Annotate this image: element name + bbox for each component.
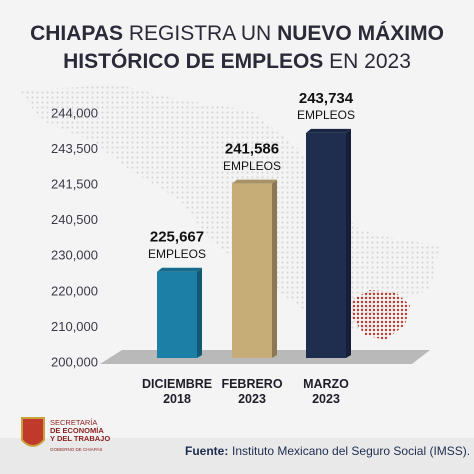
y-tick-label: 243,500	[51, 141, 98, 156]
y-tick-label: 244,000	[51, 105, 98, 120]
y-tick-label: 220,000	[51, 283, 98, 298]
unit-label: EMPLEOS	[148, 247, 206, 261]
title-part: REGISTRA UN	[123, 22, 277, 45]
bar-top	[306, 128, 351, 133]
logo-text: GOBIERNO DE CHIAPAS	[50, 447, 102, 452]
title-part: NUEVO MÁXIMO	[277, 22, 444, 45]
bar-side	[197, 267, 202, 358]
bar	[306, 132, 346, 358]
bar	[157, 271, 197, 358]
logo-text: DE ECONOMÍA	[50, 426, 104, 435]
y-tick-label: 200,000	[51, 354, 98, 369]
bar-top	[232, 179, 277, 184]
chiapas-map	[352, 290, 410, 340]
logo-text: SECRETARÍA	[50, 418, 97, 427]
unit-label: EMPLEOS	[297, 108, 355, 122]
bar	[232, 183, 272, 358]
source-label: Fuente:	[185, 444, 228, 458]
logo-shield	[21, 417, 45, 447]
chart-title: CHIAPAS REGISTRA UN NUEVO MÁXIMO	[30, 22, 444, 45]
title-part: CHIAPAS	[30, 22, 123, 45]
value-label: 225,667	[150, 229, 204, 246]
y-tick-label: 210,000	[51, 319, 98, 334]
unit-label: EMPLEOS	[223, 159, 281, 173]
value-label: 243,734	[299, 90, 354, 107]
x-tick-label: FEBRERO 2023	[221, 377, 283, 406]
chart-title: HISTÓRICO DE EMPLEOS EN 2023	[63, 49, 411, 73]
y-tick-label: 230,000	[51, 248, 98, 263]
x-tick-label: MARZO 2023	[303, 377, 349, 406]
bar-side	[272, 179, 277, 358]
logo-text: Y DEL TRABAJO	[50, 434, 110, 443]
bar-top	[157, 267, 202, 272]
title-part: HISTÓRICO DE EMPLEOS	[63, 49, 323, 73]
source: Instituto Mexicano del Seguro Social (IM…	[232, 444, 470, 458]
y-tick-label: 240,500	[51, 212, 98, 227]
bar-side	[346, 128, 351, 358]
title-part: EN 2023	[323, 50, 411, 73]
y-tick-label: 241,500	[51, 177, 98, 192]
value-label: 241,586	[225, 141, 279, 158]
footer	[0, 438, 474, 474]
x-tick-label: DICIEMBRE 2018	[142, 377, 213, 406]
